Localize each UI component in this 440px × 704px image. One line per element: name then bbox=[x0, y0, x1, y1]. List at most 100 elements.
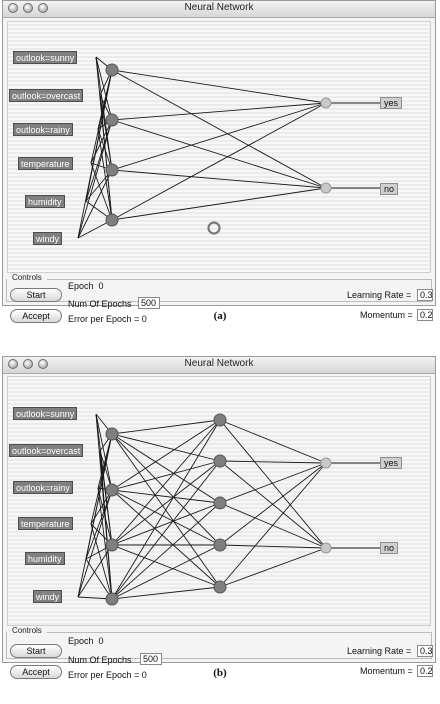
input-label-outlook-overcast: outlook=overcast bbox=[9, 444, 84, 457]
connection-edge bbox=[111, 119, 327, 189]
caption-b: (b) bbox=[213, 667, 227, 679]
connection-edge bbox=[111, 489, 221, 588]
connection-edge bbox=[111, 489, 221, 504]
error-per-epoch-label: Error per Epoch = 0 bbox=[68, 314, 147, 324]
input-label-outlook-rainy: outlook=rainy bbox=[13, 123, 73, 136]
num-epochs-label: Num Of Epochs bbox=[68, 299, 132, 309]
controls-panel: Controls Start Accept Epoch 0 Num Of Epo… bbox=[6, 273, 433, 324]
controls-legend: Controls bbox=[10, 273, 44, 282]
connection-edge bbox=[111, 102, 327, 121]
connection-edge bbox=[97, 487, 113, 546]
output-label-yes: yes bbox=[380, 97, 403, 109]
learning-rate-field[interactable]: 0.3 bbox=[417, 289, 433, 301]
connection-edge bbox=[111, 69, 327, 189]
network-canvas: outlook=sunny outlook=overcast outlook=r… bbox=[7, 376, 431, 626]
connection-edge bbox=[111, 102, 327, 221]
momentum-field[interactable]: 0.2 bbox=[417, 309, 433, 321]
output-label-yes: yes bbox=[380, 457, 403, 469]
input-label-humidity: humidity bbox=[25, 195, 65, 208]
connection-edge bbox=[219, 462, 327, 504]
connection-edge bbox=[111, 433, 221, 462]
start-button[interactable]: Start bbox=[10, 288, 62, 302]
learning-rate-label: Learning Rate = bbox=[347, 646, 412, 656]
controls-panel: Controls Start Accept Epoch 0 Num Of Epo… bbox=[6, 626, 433, 680]
hidden-node[interactable] bbox=[105, 592, 119, 606]
num-epochs-label: Num Of Epochs bbox=[68, 655, 132, 665]
connection-edge bbox=[99, 450, 113, 491]
connection-edge bbox=[219, 460, 327, 464]
epoch-value: 0 bbox=[98, 636, 104, 646]
close-window-icon[interactable] bbox=[8, 359, 18, 369]
connection-edge bbox=[85, 489, 113, 560]
hidden-node[interactable] bbox=[105, 538, 119, 552]
num-epochs-field[interactable]: 500 bbox=[140, 653, 162, 665]
minimize-window-icon[interactable] bbox=[23, 3, 33, 13]
epoch-label: Epoch 0 bbox=[68, 281, 104, 291]
connection-edge bbox=[111, 419, 221, 546]
momentum-label: Momentum = bbox=[360, 310, 413, 320]
input-label-windy: windy bbox=[33, 232, 63, 245]
hidden-node[interactable] bbox=[213, 580, 227, 594]
learning-rate-field[interactable]: 0.3 bbox=[417, 645, 433, 657]
connection-edge bbox=[77, 169, 113, 239]
connection-edge bbox=[111, 187, 327, 221]
connection-edge bbox=[219, 462, 327, 588]
accept-button[interactable]: Accept bbox=[10, 665, 62, 679]
connection-edge bbox=[111, 169, 327, 189]
hidden-node[interactable] bbox=[213, 454, 227, 468]
hidden-node[interactable] bbox=[213, 496, 227, 510]
zoom-window-icon[interactable] bbox=[38, 3, 48, 13]
connection-edge bbox=[111, 433, 221, 588]
neural-network-window-a: Neural Network outlook=sunny outlook=ove… bbox=[2, 0, 436, 324]
close-window-icon[interactable] bbox=[8, 3, 18, 13]
hidden-node[interactable] bbox=[105, 213, 119, 227]
connection-edge bbox=[219, 547, 327, 588]
start-button[interactable]: Start bbox=[10, 644, 62, 658]
hidden-node[interactable] bbox=[105, 163, 119, 177]
hidden-node[interactable] bbox=[105, 63, 119, 77]
connection-edge bbox=[111, 460, 221, 546]
neural-network-window-b: Neural Network outlook=sunny outlook=ove… bbox=[2, 356, 436, 680]
connection-edge bbox=[111, 502, 221, 546]
output-node[interactable] bbox=[320, 97, 332, 109]
num-epochs-field[interactable]: 500 bbox=[138, 297, 160, 309]
zoom-window-icon[interactable] bbox=[38, 359, 48, 369]
input-label-temperature: temperature bbox=[18, 517, 73, 530]
busy-cursor-icon bbox=[207, 221, 221, 235]
connection-edge bbox=[111, 433, 221, 546]
connection-edge bbox=[111, 460, 221, 600]
input-label-windy: windy bbox=[33, 590, 63, 603]
connection-edge bbox=[77, 489, 113, 598]
connection-edge bbox=[219, 419, 327, 549]
accept-button[interactable]: Accept bbox=[10, 309, 62, 323]
title-bar: Neural Network bbox=[3, 1, 435, 18]
connection-edge bbox=[95, 56, 113, 121]
connection-edge bbox=[77, 544, 113, 598]
connection-edge bbox=[95, 413, 113, 491]
output-node[interactable] bbox=[320, 457, 332, 469]
error-per-epoch-label: Error per Epoch = 0 bbox=[68, 670, 147, 680]
network-graph bbox=[77, 56, 380, 239]
connection-edge bbox=[85, 558, 113, 600]
momentum-field[interactable]: 0.2 bbox=[417, 665, 433, 677]
momentum-label: Momentum = bbox=[360, 666, 413, 676]
minimize-window-icon[interactable] bbox=[23, 359, 33, 369]
connection-edge bbox=[111, 544, 221, 588]
connection-edge bbox=[77, 119, 113, 239]
output-node[interactable] bbox=[320, 182, 332, 194]
connection-edge bbox=[111, 419, 221, 435]
connection-edge bbox=[111, 460, 221, 491]
connection-edge bbox=[219, 419, 327, 464]
hidden-node[interactable] bbox=[213, 413, 227, 427]
epoch-label: Epoch 0 bbox=[68, 636, 104, 646]
hidden-node[interactable] bbox=[105, 427, 119, 441]
connection-edge bbox=[111, 586, 221, 600]
hidden-node[interactable] bbox=[105, 483, 119, 497]
output-node[interactable] bbox=[320, 542, 332, 554]
output-label-no: no bbox=[380, 183, 399, 195]
hidden-node[interactable] bbox=[105, 113, 119, 127]
connection-edge bbox=[111, 69, 327, 104]
controls-legend: Controls bbox=[10, 626, 44, 635]
connection-edge bbox=[111, 419, 221, 491]
hidden-node[interactable] bbox=[213, 538, 227, 552]
